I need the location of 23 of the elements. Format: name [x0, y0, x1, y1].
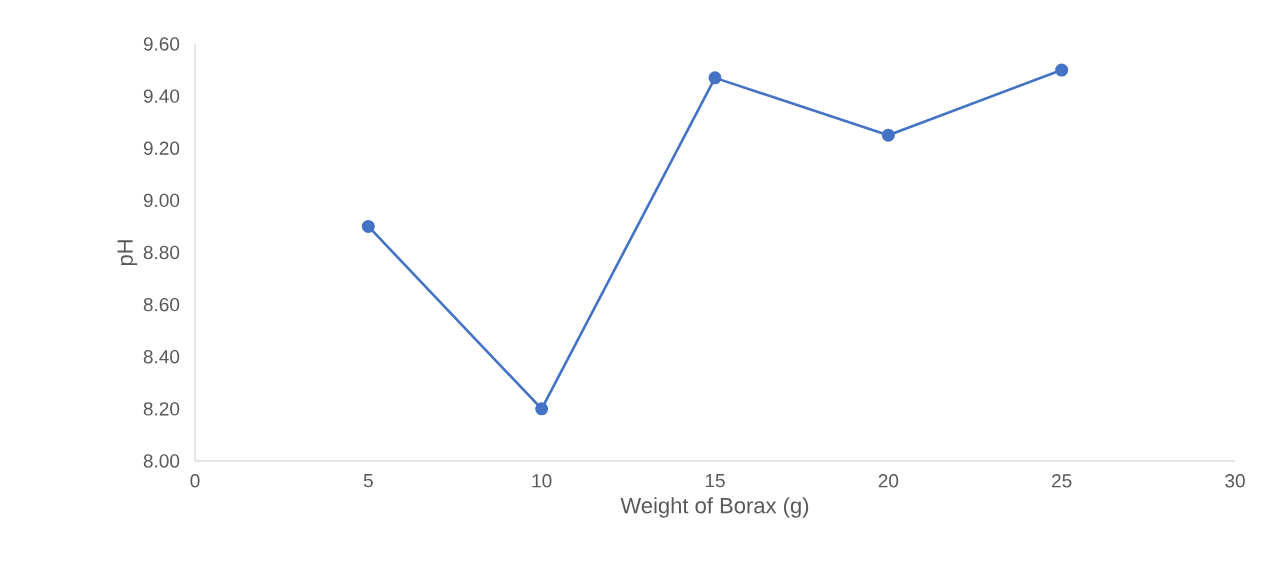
- y-tick-label: 9.20: [143, 141, 180, 155]
- x-tick-label: 15: [705, 474, 725, 488]
- point: [1055, 63, 1069, 77]
- x-tick-label: 0: [190, 474, 200, 488]
- x-tick-label: 20: [878, 474, 899, 488]
- y-tick-label: 8.00: [143, 454, 180, 468]
- y-tick-label: 8.40: [143, 350, 180, 364]
- x-tick-label: 10: [532, 474, 552, 488]
- y-tick-label: 9.60: [143, 37, 180, 51]
- y-tick-label: 8.20: [143, 402, 180, 416]
- y-tick-label: 9.00: [143, 193, 180, 208]
- y-axis-title: pH: [117, 240, 138, 266]
- point: [881, 128, 895, 142]
- point: [535, 402, 549, 416]
- point: [708, 71, 722, 85]
- x-tick-label: 25: [1052, 474, 1072, 488]
- y-tick-label: 8.80: [143, 245, 180, 260]
- y-tick-label: 8.60: [143, 297, 180, 312]
- x-axis-title: Weight of Borax (g): [620, 497, 809, 518]
- point: [361, 219, 375, 233]
- y-tick-label: 9.40: [143, 89, 180, 103]
- x-tick-label: 30: [1225, 474, 1245, 488]
- x-tick-label: 5: [363, 474, 373, 488]
